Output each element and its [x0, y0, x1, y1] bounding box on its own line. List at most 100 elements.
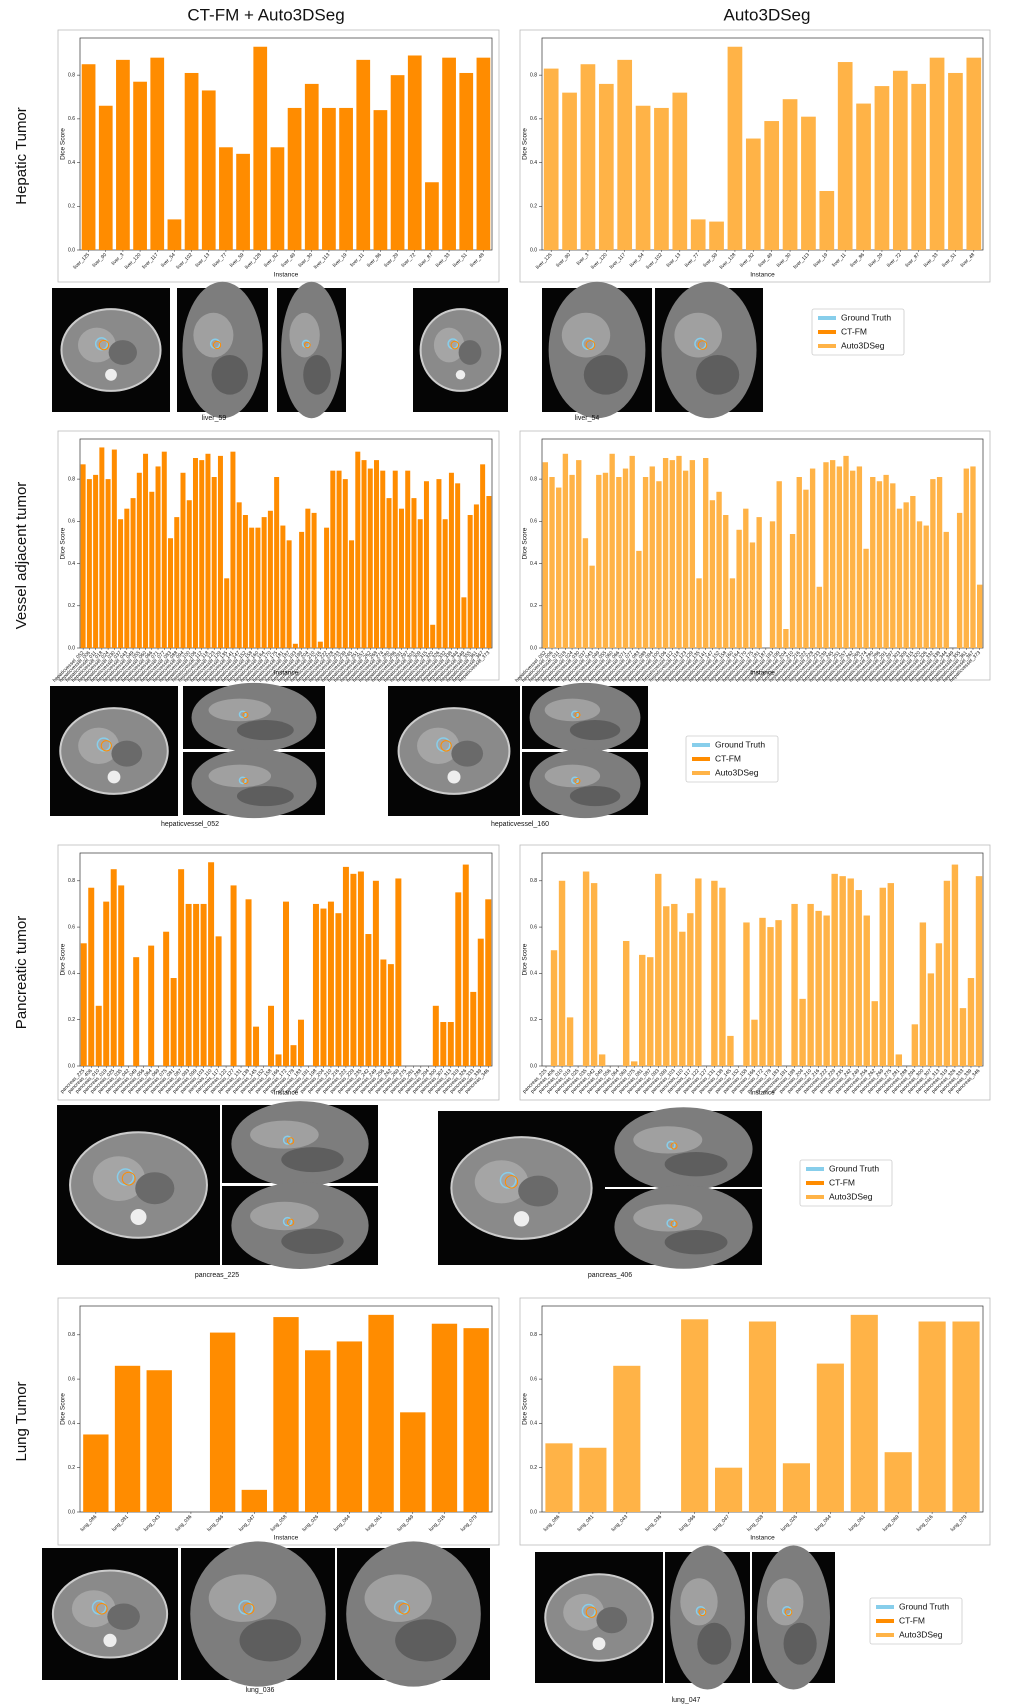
bar	[411, 498, 417, 648]
segmentation-contour	[666, 1140, 676, 1150]
x-tick-label: liver_13	[194, 252, 211, 269]
bar	[387, 964, 394, 1066]
x-tick-label: liver_128	[244, 252, 263, 271]
x-tick-label: lung_079	[460, 1514, 479, 1533]
bar	[461, 597, 467, 648]
bar	[447, 1022, 454, 1066]
bar	[823, 915, 830, 1066]
bar	[249, 527, 255, 648]
legend-label: CT-FM	[829, 1177, 855, 1187]
bar	[230, 451, 236, 648]
bar	[110, 869, 117, 1066]
y-tick-label: 0.8	[530, 1332, 537, 1338]
panel-frame	[519, 29, 991, 283]
bar	[871, 1001, 878, 1066]
x-tick-label: liver_72	[400, 252, 417, 269]
x-tick-label: liver_87	[904, 252, 921, 269]
bar	[143, 453, 149, 648]
bar	[642, 477, 649, 648]
bar	[751, 1019, 758, 1066]
legend-label: Ground Truth	[899, 1601, 949, 1611]
bar	[149, 491, 155, 648]
legend-box	[799, 1159, 893, 1207]
y-axis-label: Dice Score	[60, 527, 67, 559]
column-title: Auto3DSeg	[724, 5, 811, 24]
bar	[769, 521, 776, 648]
x-tick-label: liver_87	[418, 252, 435, 269]
bar	[598, 83, 614, 250]
bar	[590, 883, 598, 1066]
bar	[292, 643, 298, 648]
x-tick-label: lung_066	[206, 1514, 225, 1533]
bar	[543, 68, 559, 251]
legend-label: CT-FM	[899, 1615, 925, 1625]
segmentation-contour	[504, 1175, 519, 1189]
bar	[959, 1008, 967, 1066]
x-tick-label: lung_047	[712, 1514, 731, 1533]
ct-organ	[596, 1607, 628, 1634]
bar	[562, 453, 569, 648]
bar	[290, 1045, 297, 1066]
segmentation-contour	[393, 1600, 409, 1615]
x-tick-label: lung_061	[365, 1514, 384, 1533]
ct-organ	[281, 1228, 344, 1254]
ct-organ	[674, 312, 722, 358]
x-tick-label: liver_102	[175, 252, 194, 271]
y-tick-label: 0.8	[68, 878, 75, 884]
bar	[850, 470, 856, 648]
ct-organ	[563, 1593, 605, 1631]
bar	[856, 466, 863, 648]
ct-organ	[583, 354, 628, 395]
ct-organ	[395, 1619, 457, 1662]
legend-label: Auto3DSeg	[899, 1629, 943, 1639]
segmentation-contour	[121, 1171, 136, 1186]
x-tick-label: liver_128	[719, 252, 738, 271]
segmentation-contour	[670, 1220, 678, 1228]
segmentation-contour	[784, 1608, 793, 1617]
bar	[558, 880, 566, 1066]
bar	[161, 451, 167, 648]
bar	[566, 1017, 574, 1066]
x-tick-label: liver_117	[141, 252, 159, 270]
bar	[631, 1061, 638, 1066]
y-tick-label: 0.4	[530, 971, 537, 977]
bar	[687, 913, 694, 1066]
bar	[111, 449, 117, 648]
bar	[407, 55, 422, 251]
ct-organ	[239, 1619, 302, 1662]
bar	[549, 477, 555, 648]
x-tick-label: lung_043	[143, 1514, 162, 1533]
bar	[342, 479, 348, 648]
bar	[273, 1317, 299, 1512]
bar	[342, 866, 349, 1066]
bar	[870, 477, 876, 648]
y-tick-label: 0.6	[530, 924, 537, 930]
bar	[485, 899, 492, 1066]
bar	[324, 527, 330, 648]
panel-frame	[57, 844, 500, 1101]
ct-organ	[783, 1622, 817, 1665]
bar	[463, 1328, 489, 1512]
x-axis-label: Instance	[750, 272, 775, 279]
bar	[892, 70, 908, 250]
x-tick-label: liver_102	[645, 252, 664, 271]
x-axis-label: Instance	[274, 272, 299, 279]
bar	[455, 483, 461, 648]
bar	[80, 464, 86, 648]
x-tick-label: liver_113	[313, 252, 331, 270]
bar	[695, 878, 702, 1066]
bar	[305, 1350, 331, 1512]
bar	[459, 72, 474, 250]
segmentation-contour	[571, 776, 579, 785]
bar	[951, 864, 959, 1066]
bar	[80, 943, 87, 1066]
bar	[267, 510, 273, 648]
bar	[748, 1321, 777, 1512]
bar	[943, 880, 951, 1066]
bar	[174, 517, 180, 648]
ct-spine	[513, 1211, 530, 1227]
bar	[208, 862, 215, 1066]
segmentation-contour	[116, 1168, 135, 1186]
bar	[200, 903, 207, 1066]
bar	[467, 515, 473, 648]
